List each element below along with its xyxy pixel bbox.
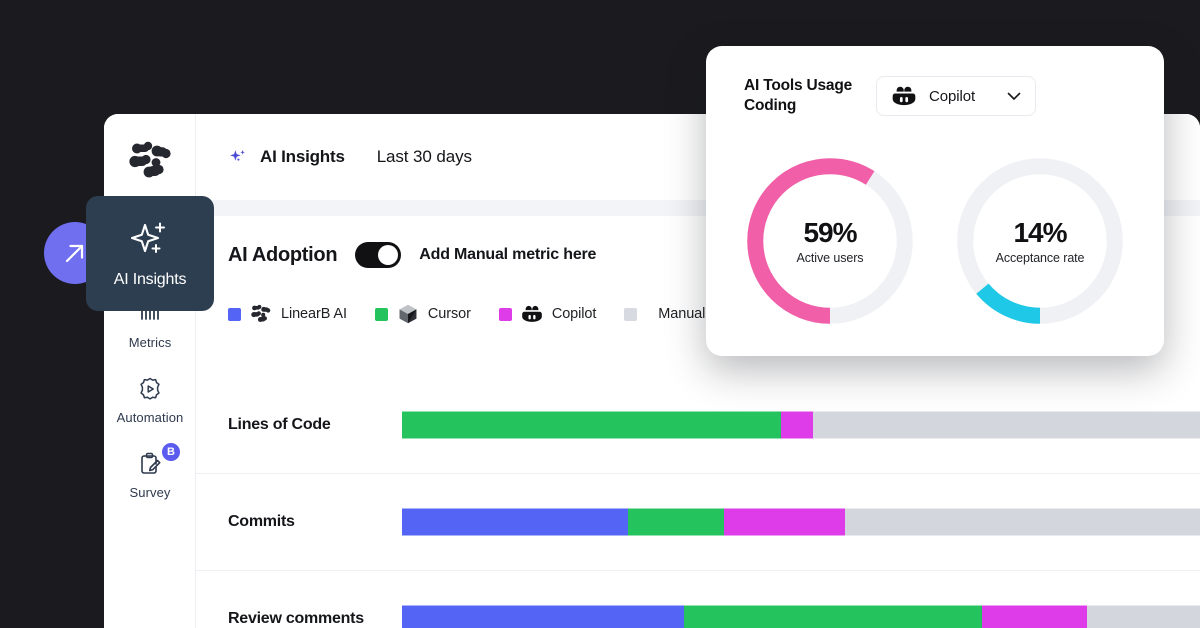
sidebar-item-label: Metrics: [128, 335, 172, 350]
ai-adoption-header: AI Adoption Add Manual metric here: [228, 242, 596, 268]
sidebar-item-metrics[interactable]: Metrics: [104, 285, 196, 360]
bar-segment-copilot[interactable]: [982, 605, 1088, 628]
date-range[interactable]: Last 30 days: [376, 147, 472, 166]
donut-arc: [957, 158, 1123, 324]
copilot-logo: [522, 305, 542, 322]
toggle-knob: [378, 245, 399, 265]
bar-track: [402, 605, 1200, 628]
card-header: AI Tools Usage Coding Copilot: [744, 76, 1134, 116]
survey-badge: B: [160, 441, 182, 463]
donut-center: 14% Acceptance rate: [951, 152, 1129, 330]
legend-swatch: [498, 307, 512, 321]
arrow-up-right-icon: [65, 244, 84, 263]
donut-caption: Acceptance rate: [995, 251, 1085, 265]
donut-value: 59%: [803, 217, 857, 248]
add-manual-metric-label[interactable]: Add Manual metric here: [419, 246, 597, 263]
legend-swatch: [374, 307, 388, 321]
select-value: Copilot: [929, 87, 976, 105]
bar-row-label: Commits: [228, 513, 295, 530]
copilot-logo: [892, 86, 916, 106]
bar-row: Commits: [196, 473, 1200, 570]
bar-row-label: Review comments: [228, 610, 364, 627]
bar-segment-cursor[interactable]: [402, 411, 781, 438]
chart-legend: LinearB AI Cursor: [228, 304, 705, 324]
ai-insights-tooltip[interactable]: AI Insights: [86, 196, 214, 311]
legend-label: LinearB AI: [281, 306, 347, 322]
tooltip-label: AI Insights: [113, 270, 187, 288]
donut-center: 59% Active users: [741, 152, 919, 330]
page-title: AI Insights: [260, 147, 345, 166]
bar-segment-linearb-ai[interactable]: [402, 605, 685, 628]
donut-active-users: 59% Active users: [741, 152, 919, 330]
section-title: AI Adoption: [228, 243, 338, 266]
legend-label: Cursor: [427, 306, 471, 322]
bar-row: Review comments: [196, 570, 1200, 628]
cursor-logo: [399, 304, 417, 324]
legend-item-copilot[interactable]: Copilot: [498, 304, 597, 324]
ai-tools-usage-card: AI Tools Usage Coding Copilot: [706, 46, 1164, 356]
bar-track: [402, 508, 1200, 536]
sidebar-item-label: Automation: [116, 410, 184, 425]
bar-row-label: Lines of Code: [228, 415, 331, 433]
bar-segment-cursor[interactable]: [684, 605, 983, 628]
donut-arc: [747, 158, 913, 324]
donut-group: 59% Active users 14% Acceptance rate: [706, 152, 1164, 330]
legend-item-linearb-ai[interactable]: LinearB AI: [228, 304, 347, 324]
legend-label: Manual: [658, 306, 706, 322]
chevron-down-icon: [1007, 92, 1021, 100]
add-manual-metric-toggle[interactable]: [355, 242, 402, 268]
bar-row: Lines of Code: [196, 376, 1200, 473]
bar-segment-linearb-ai[interactable]: [402, 508, 628, 536]
clipboard-pencil-icon: [141, 452, 161, 474]
legend-label: Copilot: [551, 306, 597, 322]
card-title: AI Tools Usage Coding: [744, 77, 853, 115]
sparkle-icon: [230, 150, 245, 161]
legend-swatch: [228, 307, 241, 321]
bar-segment-copilot[interactable]: [724, 508, 846, 536]
bar-track: [402, 411, 1200, 438]
ai-tool-select[interactable]: Copilot: [876, 76, 1037, 116]
bar-segment-copilot[interactable]: [780, 411, 814, 438]
gear-play-icon: [140, 377, 160, 400]
donut-acceptance-rate: 14% Acceptance rate: [951, 152, 1129, 330]
linearb-logo[interactable]: [127, 140, 175, 180]
linearb-logo: [251, 304, 271, 323]
donut-chart: [747, 158, 913, 324]
sidebar-nav: AI Insights Metrics: [104, 210, 196, 510]
sparkle-plus-icon: [130, 222, 165, 253]
sidebar: AI Insights Metrics: [104, 114, 196, 628]
donut-value: 14%: [1013, 217, 1067, 248]
sidebar-item-survey[interactable]: B Survey: [104, 435, 196, 510]
legend-item-cursor[interactable]: Cursor: [374, 304, 471, 324]
donut-chart: [957, 158, 1123, 324]
bar-segment-cursor[interactable]: [627, 508, 725, 536]
sidebar-item-label: Survey: [129, 485, 171, 500]
legend-item-manual[interactable]: Manual: [624, 306, 705, 322]
legend-swatch: [624, 307, 638, 321]
stacked-bar-chart: Lines of Code Commits: [196, 376, 1200, 628]
donut-caption: Active users: [796, 251, 864, 265]
sidebar-item-automation[interactable]: Automation: [104, 360, 196, 435]
